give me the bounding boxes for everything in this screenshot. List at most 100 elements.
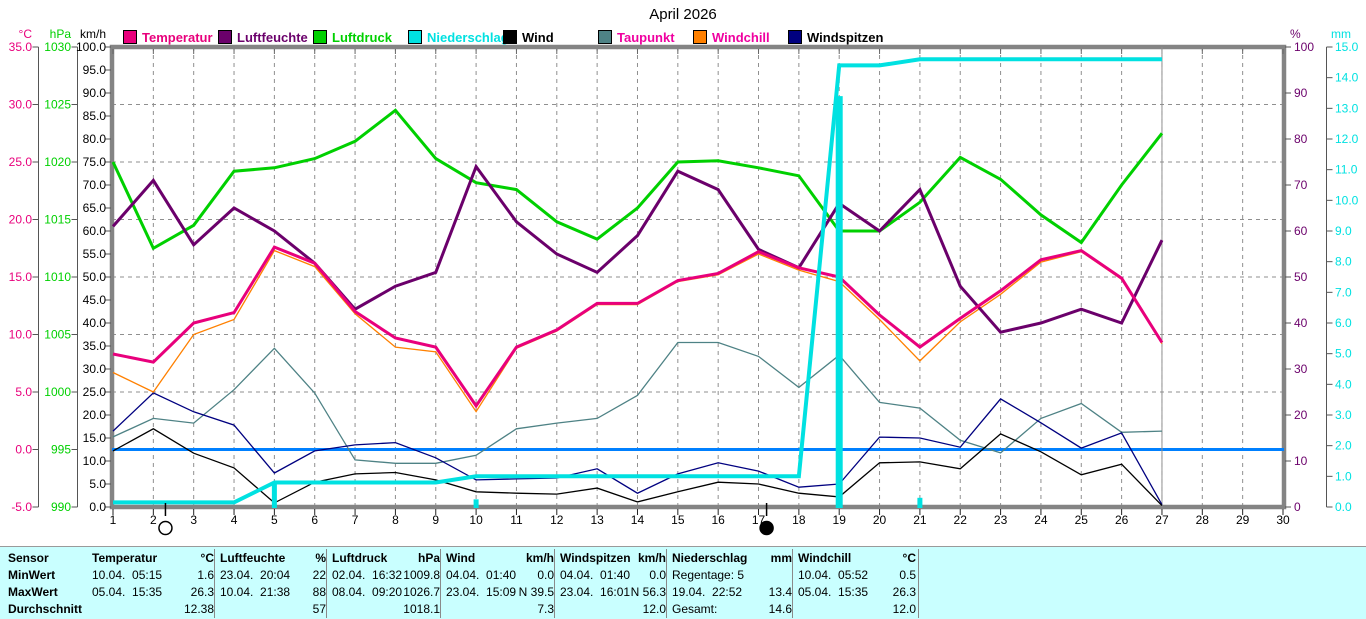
axis-hPa: hPa 990 995 1000 1005 1010 1015 1020 1025 1030 (44, 27, 78, 514)
axis-tick-label: 0 (1294, 500, 1301, 514)
table-column-unit: °C (200, 551, 214, 565)
table-row: 7.3 (446, 601, 554, 618)
table-cell-value: 13.4 (768, 585, 792, 599)
legend-swatch-icon (218, 30, 232, 44)
table-cell-value: 12.0 (892, 602, 916, 616)
table-column-unit: km/h (637, 551, 666, 565)
table-row: 05.04. 15:35 26.3 (798, 584, 916, 601)
table-cell-value: 88 (312, 585, 326, 599)
table-separator (554, 549, 555, 618)
x-axis-day-label: 11 (510, 513, 523, 527)
x-axis-day-label: 29 (1236, 513, 1250, 527)
axis-tick-label: 5.0 (15, 385, 32, 399)
table-cell-value: 1018.1 (403, 602, 440, 616)
axis-tick-label: 60 (1294, 224, 1308, 238)
series-line-windspitzen (112, 392, 1163, 506)
axis-unit-label: % (1290, 27, 1301, 41)
axis-tick-label: 995 (51, 443, 71, 457)
table-row: 02.04. 16:32 1009.8 (332, 567, 440, 584)
legend-item-taupunkt: Taupunkt (598, 29, 675, 45)
axis-tick-label: 2.0 (1335, 439, 1352, 453)
table-cell-value: 7.3 (537, 602, 554, 616)
axis-tick-label: 15.0 (1335, 40, 1359, 54)
axis-tick-label: 90.0 (83, 86, 107, 100)
table-column-name: Windchill (798, 551, 852, 565)
axis-tick-label: 8.0 (1335, 255, 1352, 269)
x-axis-day-label: 27 (1155, 513, 1169, 527)
table-cell-value: 1026.7 (403, 585, 440, 599)
legend-item-luftdruck: Luftdruck (313, 29, 392, 45)
table-separator (440, 549, 441, 618)
axis-tick-label: 1030 (44, 40, 71, 54)
table-column-unit: mm (770, 551, 792, 565)
axis-tick-label: 70.0 (83, 178, 107, 192)
table-cell-datetime: 10.04. 05:52 (798, 568, 869, 582)
series-line-temperatur (112, 245, 1164, 409)
axis-tick-label: 90 (1294, 86, 1308, 100)
x-axis-layer: 1 2 3 4 5 6 7 8 9 10 11 12 13 14 15 16 17 18 19 20 21 22 23 24 2… (110, 49, 1290, 527)
table-separator (326, 549, 327, 618)
table-cell-value: 57 (312, 602, 326, 616)
x-axis-day-label: 6 (311, 513, 318, 527)
table-cell-value: 0.5 (899, 568, 916, 582)
table-cell-datetime: 23.04. 15:09 (446, 585, 517, 599)
table-row: 08.04. 09:20 1026.7 (332, 584, 440, 601)
axis-tick-label: 0.0 (15, 443, 32, 457)
table-row: 04.04. 01:40 0.0 (560, 567, 666, 584)
axis-tick-label: 5.0 (89, 477, 106, 491)
table-row-label: Sensor (8, 551, 49, 565)
x-axis-day-label: 9 (432, 513, 439, 527)
legend-swatch-icon (123, 30, 137, 44)
axis-tick-label: 30.0 (9, 98, 33, 112)
axis-tick-label: 15.0 (9, 270, 33, 284)
axis-tick-label: 1000 (44, 385, 71, 399)
axes-layer: °C -5.0 0.0 5.0 10.0 15.0 20.0 25.0 30.0 35.0 hPa 9… (9, 27, 1359, 514)
table-row: 23.04. 20:04 22 (220, 567, 326, 584)
legend-swatch-icon (503, 30, 517, 44)
legend-item-temperatur: Temperatur (123, 29, 213, 45)
axis-tick-label: 990 (51, 500, 71, 514)
axis-unit-label: °C (19, 27, 33, 41)
table-row-labels: Sensor MinWert MaxWert Durchschnitt (8, 550, 90, 618)
x-axis-day-label: 30 (1276, 513, 1290, 527)
axis-unit-label: km/h (80, 27, 106, 41)
axis-tick-label: 10.0 (1335, 193, 1359, 207)
axis-tick-label: 55.0 (83, 247, 107, 261)
table-cell-value: N 56.3 (630, 585, 666, 599)
table-column-luftfeuchte: Luftfeuchte% 23.04. 20:04 22 10.04. 21:38 88… (220, 550, 326, 618)
table-row: 23.04. 16:01 N 56.3 (560, 584, 666, 601)
legend-label: Luftfeuchte (237, 29, 308, 45)
x-axis-day-label: 12 (550, 513, 564, 527)
axis-tick-label: 75.0 (83, 155, 107, 169)
axis-tick-label: 70 (1294, 178, 1308, 192)
table-row: Gesamt: 14.6 (672, 601, 792, 618)
table-cell-datetime: 23.04. 20:04 (220, 568, 291, 582)
table-row: Regentage: 5 (672, 567, 792, 584)
x-axis-day-label: 25 (1075, 513, 1089, 527)
table-row: 12.0 (798, 601, 916, 618)
axis-tick-label: 80.0 (83, 132, 107, 146)
table-column-temperatur: Temperatur °C 10.04. 05:15 1.6 05.04. 15:35 2… (92, 550, 214, 618)
table-separator (918, 549, 919, 618)
table-cell-datetime: 10.04. 05:15 (92, 568, 163, 582)
table-row: 05.04. 15:35 26.3 (92, 584, 214, 601)
series-line-luftfeuchte (111, 163, 1164, 334)
legend-label: Taupunkt (617, 29, 675, 45)
axis-tick-label: 100.0 (76, 40, 106, 54)
weather-plot: °C-5.00.05.010.015.020.025.030.035.0hPa9… (9, 27, 1359, 536)
table-column-windchill: Windchill °C 10.04. 05:52 0.5 05.04. 15:35 26… (798, 550, 916, 618)
table-separator (214, 549, 215, 618)
axis-tick-label: 45.0 (83, 293, 107, 307)
x-axis-day-label: 15 (671, 513, 685, 527)
axis-tick-label: 0.0 (89, 500, 106, 514)
table-row: 10.04. 05:15 1.6 (92, 567, 214, 584)
axis-tick-label: 35.0 (9, 40, 33, 54)
axis-tick-label: 1010 (44, 270, 71, 284)
table-row-label: MaxWert (8, 585, 58, 599)
axis-tick-label: 20 (1294, 408, 1308, 422)
axis-tick-label: 25.0 (83, 385, 107, 399)
legend-label: Luftdruck (332, 29, 392, 45)
axis-°C: °C -5.0 0.0 5.0 10.0 15.0 20.0 25.0 30.0 35.0 (9, 27, 39, 514)
axis-tick-label: 10.0 (9, 328, 33, 342)
table-column-name: Niederschlag (672, 551, 748, 565)
